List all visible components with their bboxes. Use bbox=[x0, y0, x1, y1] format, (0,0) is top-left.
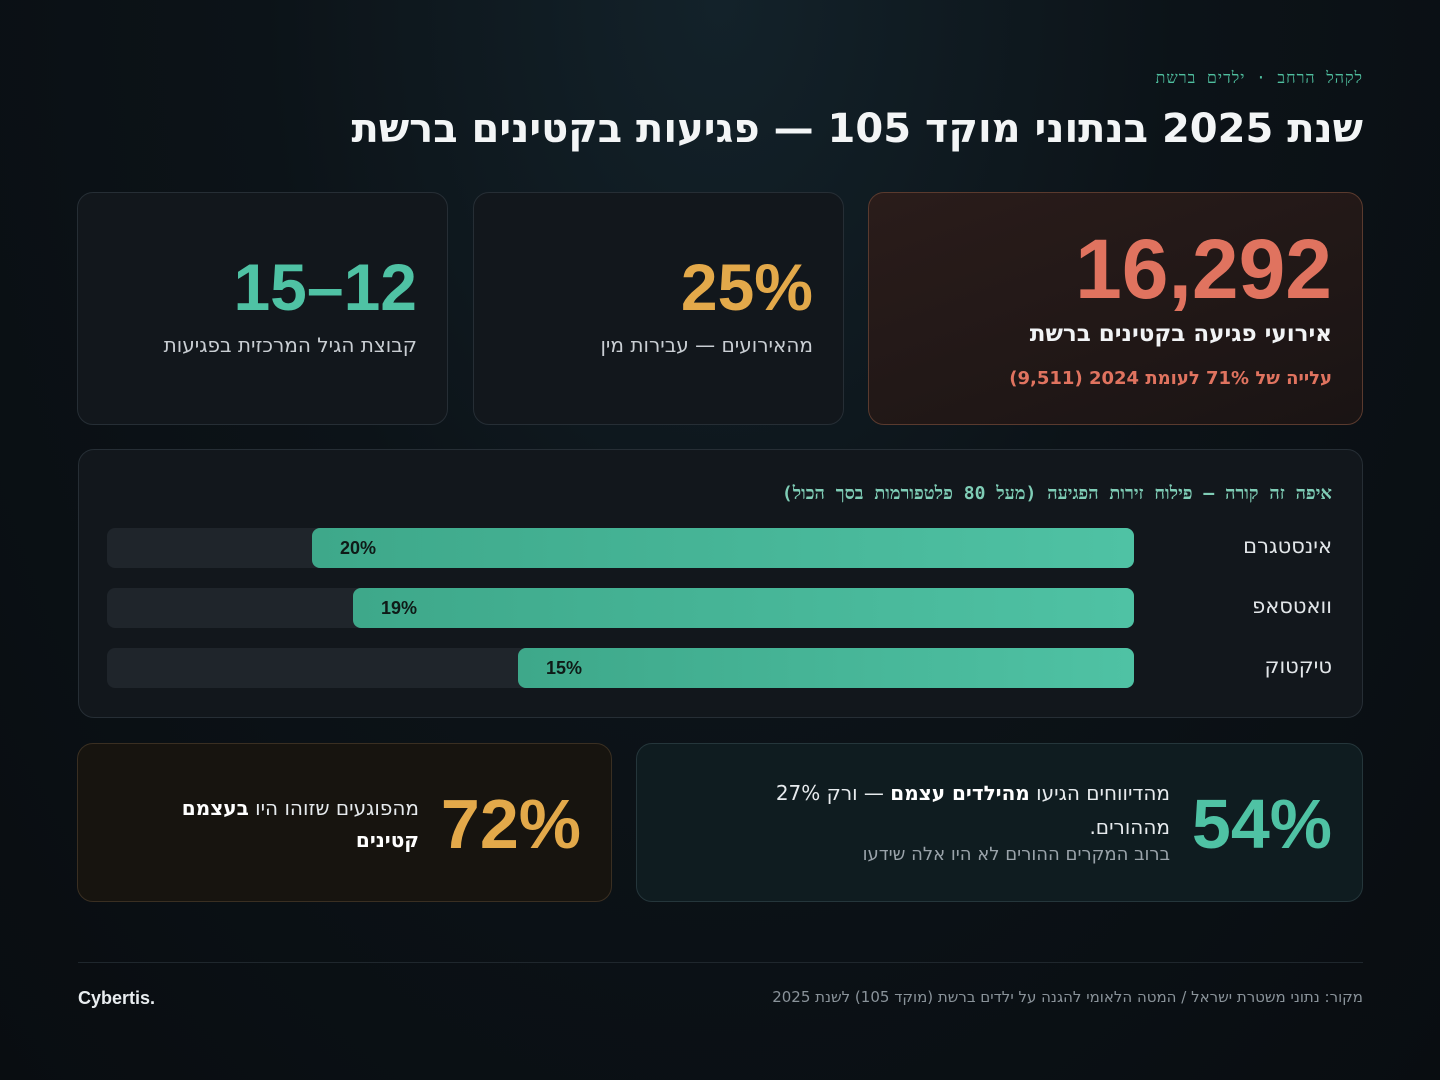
bar-track: 19% bbox=[107, 588, 1134, 628]
reports-text-bold: מהילדים עצמם bbox=[890, 781, 1030, 805]
source-note: מקור: נתוני משטרת ישראל / המטה הלאומי לה… bbox=[772, 988, 1363, 1006]
hero-stat-value: 16,292 bbox=[1075, 222, 1332, 316]
age-group-stat-card: 15–12 קבוצת הגיל המרכזית בפגיעות bbox=[77, 192, 448, 425]
hero-stat-card: 16,292 אירועי פגיעה בקטינים ברשת עלייה ש… bbox=[868, 192, 1363, 425]
hero-stat-label: אירועי פגיעה בקטינים ברשת bbox=[1029, 321, 1332, 347]
bar-value-label: 15% bbox=[546, 658, 583, 678]
offenders-text: מהפוגעים שזוהו היו בעצמם קטינים bbox=[159, 792, 419, 856]
reports-text-suffix: — ורק 27% מההורים. bbox=[775, 781, 1170, 839]
bar-fill: 20% bbox=[312, 528, 1134, 568]
platform-row-instagram: אינסטגרם 20% bbox=[107, 528, 1332, 568]
hero-stat-note: עלייה של 71% לעומת 2024 (9,511) bbox=[1009, 368, 1332, 389]
sexual-offenses-label: מהאירועים — עבירות מין bbox=[600, 333, 813, 357]
reports-text-prefix: מהדיווחים הגיעו bbox=[1029, 781, 1170, 805]
platforms-card: איפה זה קורה — פילוח זירות הפגיעה (מעל 8… bbox=[78, 449, 1363, 718]
platform-name: טיקטוק bbox=[1264, 654, 1332, 678]
bar-fill: 19% bbox=[353, 588, 1134, 628]
platform-row-tiktok: טיקטוק 15% bbox=[107, 648, 1332, 688]
reports-subtext: ברוב המקרים ההורים לא היו אלה שידעו bbox=[862, 844, 1170, 865]
offenders-text-bold: בעצמם קטינים bbox=[181, 796, 419, 852]
page-title: שנת 2025 בנתוני מוקד 105 — פגיעות בקטיני… bbox=[351, 106, 1364, 152]
platform-name: אינסטגרם bbox=[1243, 534, 1332, 558]
platforms-title: איפה זה קורה — פילוח זירות הפגיעה (מעל 8… bbox=[781, 483, 1332, 504]
offenders-text-prefix: מהפוגעים שזוהו היו bbox=[248, 796, 419, 820]
age-group-value: 15–12 bbox=[233, 250, 417, 324]
bar-fill: 15% bbox=[518, 648, 1134, 688]
eyebrow-label: לקהל הרחב · ילדים ברשת bbox=[1155, 68, 1363, 87]
sexual-offenses-value: 25% bbox=[680, 250, 813, 324]
offenders-card: 72% מהפוגעים שזוהו היו בעצמם קטינים bbox=[77, 743, 612, 902]
bar-value-label: 20% bbox=[340, 538, 377, 558]
footer-divider bbox=[78, 962, 1363, 963]
bar-value-label: 19% bbox=[381, 598, 418, 618]
reports-text: מהדיווחים הגיעו מהילדים עצמם — ורק 27% מ… bbox=[740, 776, 1170, 844]
platform-name: וואטסאפ bbox=[1252, 594, 1332, 618]
platform-row-whatsapp: וואטסאפ 19% bbox=[107, 588, 1332, 628]
bar-track: 20% bbox=[107, 528, 1134, 568]
bar-track: 15% bbox=[107, 648, 1134, 688]
reports-value: 54% bbox=[1191, 785, 1332, 863]
age-group-label: קבוצת הגיל המרכזית בפגיעות bbox=[163, 333, 417, 357]
reports-card: 54% מהדיווחים הגיעו מהילדים עצמם — ורק 2… bbox=[636, 743, 1363, 902]
offenders-value: 72% bbox=[440, 785, 581, 863]
sexual-offenses-stat-card: 25% מהאירועים — עבירות מין bbox=[473, 192, 844, 425]
infographic: לקהל הרחב · ילדים ברשת שנת 2025 בנתוני מ… bbox=[77, 0, 1364, 1080]
brand-logo: Cybertis. bbox=[78, 988, 156, 1008]
